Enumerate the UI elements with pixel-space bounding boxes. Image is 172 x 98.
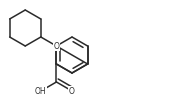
Text: O: O — [69, 87, 75, 95]
Text: OH: OH — [35, 87, 47, 95]
Text: O: O — [53, 41, 59, 50]
